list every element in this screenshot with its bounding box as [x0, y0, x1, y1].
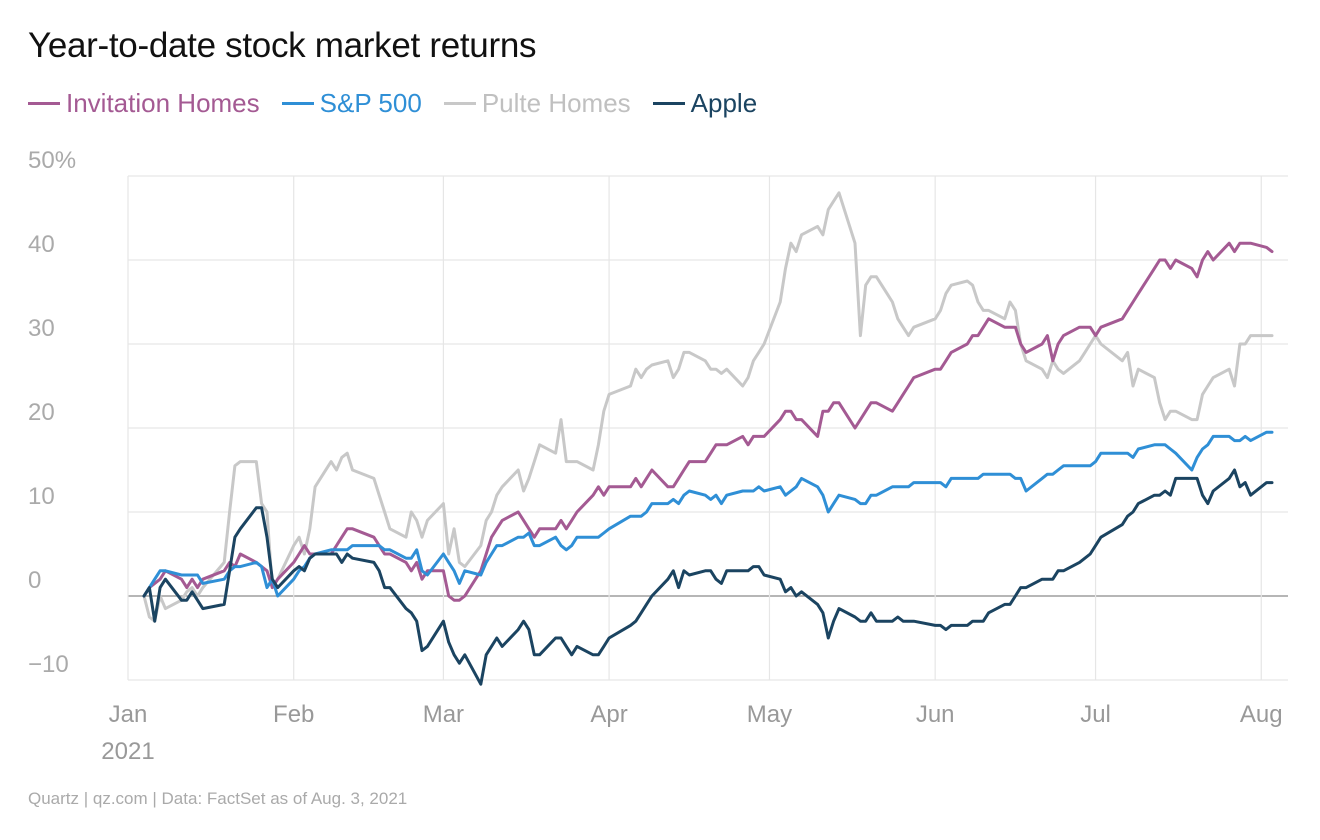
legend-label-sp500: S&P 500 [319, 88, 422, 118]
x-tick-label: Jul [1080, 701, 1111, 728]
legend-label-pulte-homes: Pulte Homes [481, 88, 631, 118]
series-line-s-p-500 [142, 430, 1274, 598]
x-tick-label: Feb [273, 701, 314, 728]
x-tick-label: Jun [916, 701, 955, 728]
y-tick-label: 20 [28, 399, 55, 426]
x-tick-label: Apr [590, 701, 627, 728]
legend-swatch-sp500 [281, 102, 314, 105]
y-tick-label: −10 [28, 651, 69, 678]
y-tick-label: 50% [28, 147, 76, 174]
x-tick-label: Aug [1240, 701, 1283, 728]
y-tick-label: 0 [28, 567, 41, 594]
y-tick-label: 30 [28, 315, 55, 342]
legend: Invitation Homes S&P 500 Pulte Homes App… [28, 88, 757, 119]
x-tick-label: May [747, 701, 792, 728]
legend-swatch-apple [652, 102, 685, 105]
series-line-invitation-homes [142, 241, 1274, 602]
x-tick-label: Mar [423, 701, 464, 728]
legend-swatch-pulte-homes [443, 102, 476, 105]
legend-item-pulte-homes: Pulte Homes [443, 88, 631, 119]
legend-swatch-invitation-homes [28, 102, 60, 105]
y-tick-label: 40 [28, 231, 55, 258]
legend-item-invitation-homes: Invitation Homes [28, 88, 260, 119]
x-tick-label: Jan [109, 701, 148, 728]
axis-layer: 50% 40 30 20 10 0 −10 Jan 2021 Feb Mar Apr May Jun Jul… [28, 147, 1283, 765]
chart-title: Year-to-date stock market returns [28, 26, 537, 65]
series-line-apple [142, 468, 1274, 686]
legend-label-invitation-homes: Invitation Homes [66, 88, 260, 118]
legend-label-apple: Apple [690, 88, 758, 118]
legend-item-apple: Apple [652, 88, 758, 119]
legend-item-sp500: S&P 500 [281, 88, 422, 119]
series-line-pulte-homes [142, 191, 1274, 623]
x-tick-sublabel: 2021 [101, 738, 154, 765]
series-layer [142, 191, 1274, 686]
y-tick-label: 10 [28, 483, 55, 510]
source-note: Quartz | qz.com | Data: FactSet as of Au… [28, 789, 408, 808]
grid-layer [127, 175, 1288, 681]
